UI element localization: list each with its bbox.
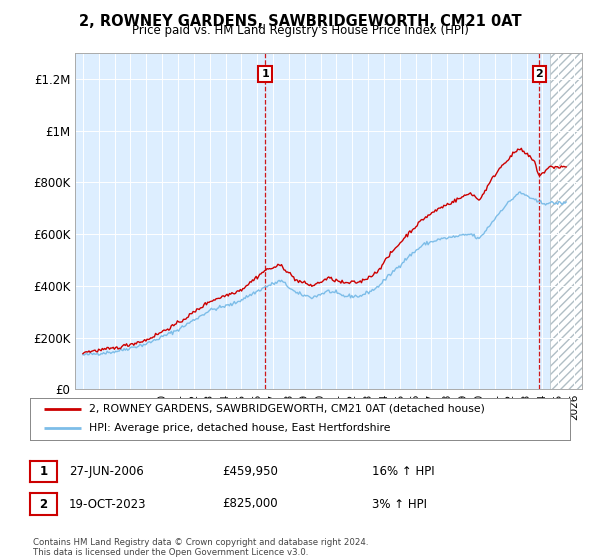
Text: 2: 2	[40, 497, 47, 511]
Text: 1: 1	[40, 465, 47, 478]
Text: £825,000: £825,000	[222, 497, 278, 511]
Text: 2, ROWNEY GARDENS, SAWBRIDGEWORTH, CM21 0AT: 2, ROWNEY GARDENS, SAWBRIDGEWORTH, CM21 …	[79, 14, 521, 29]
Text: 27-JUN-2006: 27-JUN-2006	[69, 465, 144, 478]
Text: Price paid vs. HM Land Registry's House Price Index (HPI): Price paid vs. HM Land Registry's House …	[131, 24, 469, 37]
Text: 1: 1	[261, 69, 269, 79]
Text: 3% ↑ HPI: 3% ↑ HPI	[372, 497, 427, 511]
Bar	[550, 53, 582, 389]
Text: 16% ↑ HPI: 16% ↑ HPI	[372, 465, 434, 478]
Text: HPI: Average price, detached house, East Hertfordshire: HPI: Average price, detached house, East…	[89, 423, 391, 433]
Text: 2, ROWNEY GARDENS, SAWBRIDGEWORTH, CM21 0AT (detached house): 2, ROWNEY GARDENS, SAWBRIDGEWORTH, CM21 …	[89, 404, 485, 414]
Bar	[550, 53, 582, 389]
Text: £459,950: £459,950	[222, 465, 278, 478]
Text: Contains HM Land Registry data © Crown copyright and database right 2024.
This d: Contains HM Land Registry data © Crown c…	[33, 538, 368, 557]
Text: 2: 2	[535, 69, 543, 79]
Text: 19-OCT-2023: 19-OCT-2023	[69, 497, 146, 511]
